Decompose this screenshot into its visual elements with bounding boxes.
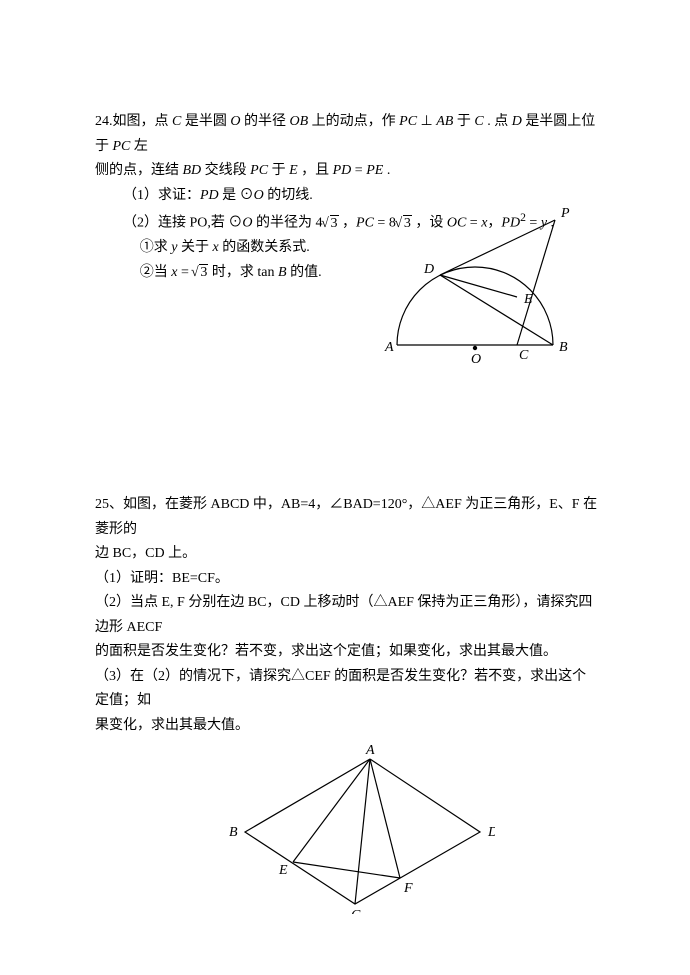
p24-intro-line1: 24.如图，点 C 是半圆 O 的半径 OB 上的动点，作 PC ⊥ AB 于 … [95,110,600,159]
svg-text:C: C [519,348,529,363]
svg-text:D: D [423,262,434,277]
svg-text:E: E [278,863,288,878]
problem-25: 25、如图，在菱形 ABCD 中，AB=4，∠BAD=120°，△AEF 为正三… [95,493,600,914]
svg-text:A: A [384,340,394,355]
p24-intro-line2: 侧的点，连结 BD 交线段 PC 于 E ，且 PD = PE . [95,159,600,184]
svg-text:A: A [365,744,375,758]
svg-text:E: E [523,292,533,307]
p25-intro-a: 如图，在菱形 ABCD 中，AB=4，∠BAD=120°，△AEF 为正三角形，… [95,497,597,537]
p25-number: 25、 [95,497,123,512]
spacing [95,393,600,493]
svg-text:F: F [403,881,413,896]
svg-text:O: O [471,352,481,367]
p25-intro-line2: 边 BC，CD 上。 [95,542,600,567]
p25-part2-b: 的面积是否发生变化？若不变，求出这个定值；如果变化，求出其最大值。 [95,640,600,665]
problem-24: 24.如图，点 C 是半圆 O 的半径 OB 上的动点，作 PC ⊥ AB 于 … [95,110,600,375]
svg-text:B: B [559,340,568,355]
p25-intro-line1: 25、如图，在菱形 ABCD 中，AB=4，∠BAD=120°，△AEF 为正三… [95,493,600,542]
p25-part3-a: （3）在（2）的情况下，请探究△CEF 的面积是否发生变化？若不变，求出这个定值… [95,665,600,714]
p25-part2-a: （2）当点 E, F 分别在边 BC，CD 上移动时（△AEF 保持为正三角形）… [95,591,600,640]
svg-text:C: C [351,908,361,914]
svg-text:D: D [487,825,495,840]
p25-figure: A B C D E F [215,744,600,914]
p24-figure: A B C D E O P [370,205,600,375]
p24-intro-a: 如图，点 C 是半圆 O 的半径 OB 上的动点，作 PC ⊥ AB 于 C .… [95,114,595,154]
p24-number: 24. [95,114,113,129]
svg-text:P: P [560,206,570,221]
svg-text:B: B [229,825,238,840]
p25-part3-b: 果变化，求出其最大值。 [95,714,600,739]
p25-part1: （1）证明：BE=CF。 [95,567,600,592]
